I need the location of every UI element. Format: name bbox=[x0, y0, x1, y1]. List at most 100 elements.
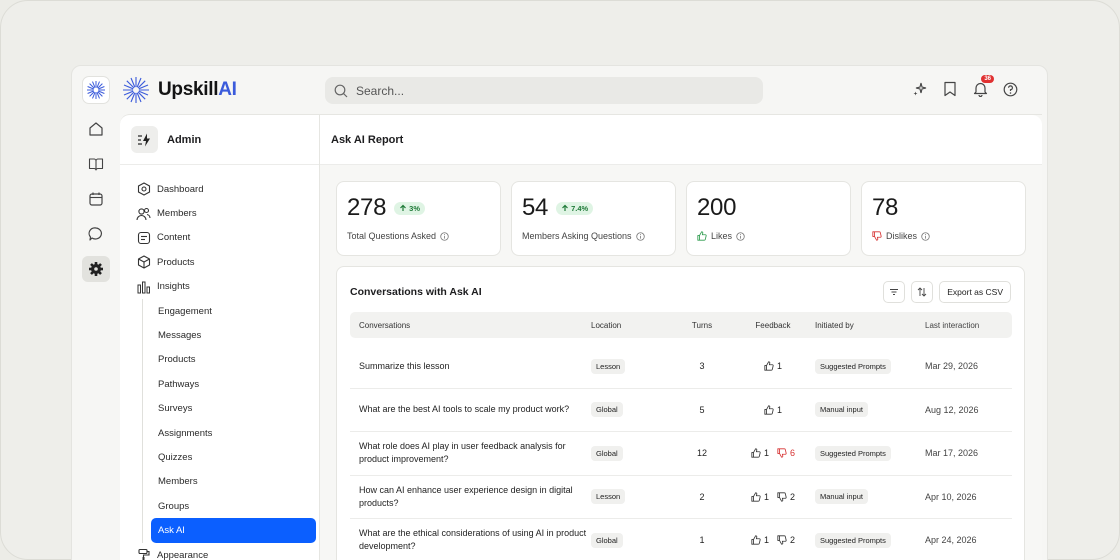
sidebar-item-dashboard[interactable]: Dashboard bbox=[136, 177, 316, 201]
conversations-card: Conversations with Ask AI Export as CSV … bbox=[336, 266, 1025, 560]
feedback-cell: 1 bbox=[731, 361, 815, 371]
admin-bolt-icon bbox=[137, 133, 150, 146]
dislikes-count: 2 bbox=[777, 492, 795, 502]
info-icon[interactable] bbox=[440, 231, 449, 241]
top-actions: 36 bbox=[911, 75, 1019, 98]
column-header[interactable]: Initiated by bbox=[815, 320, 854, 330]
rail-settings[interactable] bbox=[82, 256, 110, 282]
home-icon bbox=[89, 122, 103, 136]
admin-sidebar: Admin Dashboard Members Content Products bbox=[120, 114, 320, 560]
stat-value: 200 bbox=[697, 194, 737, 221]
turns-count: 12 bbox=[696, 448, 707, 459]
app-rail bbox=[82, 116, 110, 282]
location-chip: Lesson bbox=[591, 489, 626, 505]
chat-icon bbox=[88, 227, 102, 241]
arrow-up-icon bbox=[400, 204, 407, 211]
sidebar-subitem-pathways[interactable]: Pathways bbox=[158, 378, 200, 390]
sidebar-item-label: Dashboard bbox=[157, 183, 204, 195]
help-button[interactable] bbox=[1001, 80, 1019, 98]
table-row[interactable]: Summarize this lesson Lesson 3 1 Suggested P… bbox=[350, 345, 1012, 389]
thumbs-up-icon bbox=[764, 405, 774, 415]
rail-library[interactable] bbox=[82, 151, 110, 177]
bookmark-icon bbox=[944, 81, 956, 97]
sidebar-subitem-engagement[interactable]: Engagement bbox=[158, 305, 212, 317]
rail-calendar[interactable] bbox=[82, 186, 110, 212]
logo-mark[interactable] bbox=[82, 76, 110, 104]
stat-value: 78 bbox=[872, 194, 899, 221]
sidebar-item-insights[interactable]: Insights bbox=[136, 275, 316, 299]
sort-icon bbox=[917, 287, 927, 297]
stats-row: 278 3% Total Questions Asked 54 7.4 bbox=[336, 181, 1026, 256]
sidebar-item-members[interactable]: Members bbox=[136, 201, 316, 225]
sidebar-item-label: Members bbox=[157, 208, 197, 220]
sidebar-item-label: Insights bbox=[157, 281, 190, 293]
column-header[interactable]: Location bbox=[591, 320, 622, 330]
export-csv-button[interactable]: Export as CSV bbox=[939, 281, 1011, 303]
rail-home[interactable] bbox=[82, 116, 110, 142]
rail-chat[interactable] bbox=[82, 221, 110, 247]
turns-count: 5 bbox=[699, 404, 705, 415]
conversation-text: What role does AI play in user feedback … bbox=[359, 441, 566, 465]
stat-card-likes: 200 Likes bbox=[686, 181, 851, 256]
sidebar-subitem-messages[interactable]: Messages bbox=[158, 330, 202, 342]
sidebar-item-content[interactable]: Content bbox=[136, 226, 316, 250]
likes-count: 1 bbox=[764, 405, 782, 415]
column-header[interactable]: Turns bbox=[691, 320, 713, 330]
sidebar-item-appearance[interactable]: Appearance bbox=[136, 543, 316, 560]
location-chip: Global bbox=[591, 532, 623, 548]
dashboard-icon bbox=[137, 182, 150, 196]
sidebar-subitem-assignments[interactable]: Assignments bbox=[158, 427, 213, 439]
sparkle-button[interactable] bbox=[911, 80, 929, 98]
turns-count: 2 bbox=[699, 491, 705, 502]
last-interaction: Mar 29, 2026 bbox=[925, 361, 979, 372]
stat-label: Members Asking Questions bbox=[522, 231, 665, 241]
dislikes-count: 2 bbox=[777, 535, 795, 545]
sidebar-subitem-surveys[interactable]: Surveys bbox=[158, 403, 193, 415]
stat-label: Likes bbox=[697, 231, 840, 241]
thumbs-up-icon bbox=[751, 448, 761, 458]
info-icon[interactable] bbox=[921, 231, 930, 241]
sidebar-item-products[interactable]: Products bbox=[136, 250, 316, 274]
search-bar[interactable] bbox=[325, 77, 763, 104]
location-chip: Global bbox=[591, 445, 623, 461]
notifications-button[interactable]: 36 bbox=[971, 75, 994, 98]
table-row[interactable]: What are the best AI tools to scale my p… bbox=[350, 389, 1012, 432]
likes-count: 1 bbox=[751, 535, 769, 545]
sidebar-subitem-quizzes[interactable]: Quizzes bbox=[158, 451, 193, 463]
sort-button[interactable] bbox=[911, 281, 934, 303]
delta-badge: 3% bbox=[394, 201, 425, 215]
filter-button[interactable] bbox=[883, 281, 906, 303]
location-chip: Lesson bbox=[591, 358, 626, 374]
info-icon[interactable] bbox=[736, 231, 745, 241]
info-icon[interactable] bbox=[635, 231, 645, 241]
conversation-text: What are the ethical considerations of u… bbox=[359, 528, 587, 552]
bookmark-button[interactable] bbox=[941, 80, 959, 98]
column-header[interactable]: Last interaction bbox=[925, 320, 980, 330]
help-icon bbox=[1003, 82, 1017, 96]
search-input[interactable] bbox=[356, 83, 736, 98]
sidebar-item-label: Appearance bbox=[157, 549, 209, 560]
admin-toggle[interactable] bbox=[131, 126, 158, 153]
likes-count: 1 bbox=[751, 492, 769, 502]
brand[interactable]: UpskillAI bbox=[122, 76, 237, 104]
sidebar-header: Admin bbox=[120, 115, 319, 165]
sidebar-subitem-products[interactable]: Products bbox=[158, 354, 196, 366]
table-row[interactable]: How can AI enhance user experience desig… bbox=[350, 476, 1012, 519]
table-row[interactable]: What are the ethical considerations of u… bbox=[350, 519, 1012, 560]
sidebar-subitem-members[interactable]: Members bbox=[158, 476, 198, 488]
conversation-text: Summarize this lesson bbox=[359, 360, 450, 371]
last-interaction: Mar 17, 2026 bbox=[925, 448, 979, 459]
conversations-title: Conversations with Ask AI bbox=[350, 286, 482, 298]
sidebar-subitem-groups[interactable]: Groups bbox=[158, 500, 190, 512]
thumbs-up-icon bbox=[751, 492, 761, 502]
initiated-by-chip: Manual input bbox=[815, 489, 868, 505]
column-header[interactable]: Feedback bbox=[755, 320, 791, 330]
column-header[interactable]: Conversations bbox=[359, 320, 411, 330]
table-row[interactable]: What role does AI play in user feedback … bbox=[350, 432, 1012, 476]
sidebar-subitem-ask-ai[interactable]: Ask AI bbox=[151, 518, 316, 543]
initiated-by-chip: Suggested Prompts bbox=[815, 358, 891, 374]
notification-badge: 36 bbox=[981, 75, 994, 83]
likes-count: 1 bbox=[751, 448, 769, 458]
